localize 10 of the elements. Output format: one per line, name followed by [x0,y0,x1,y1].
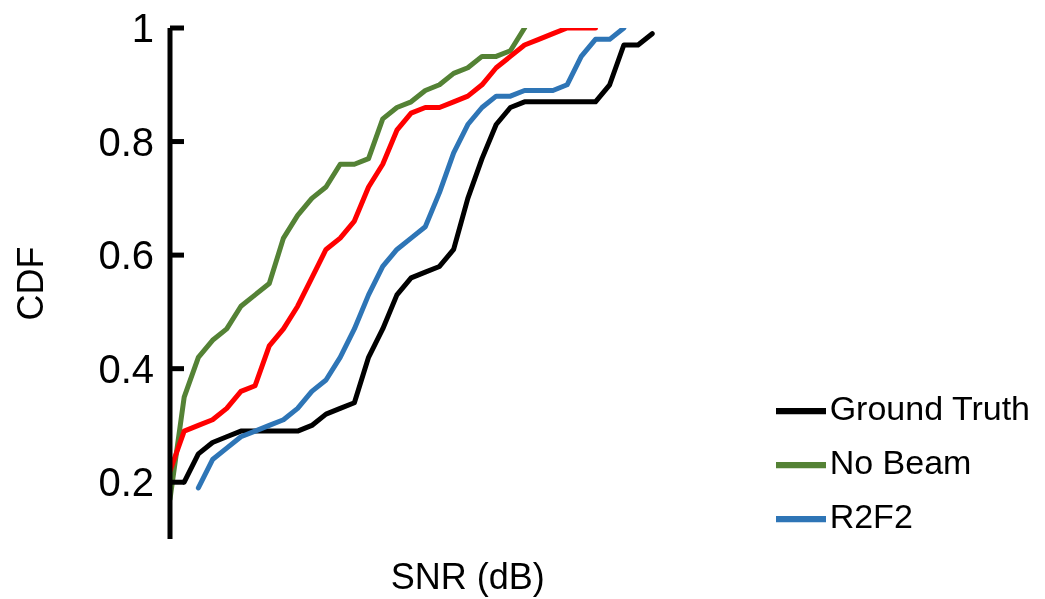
y-tick-label: 0.2 [98,460,154,505]
legend-label: Ground Truth [829,388,1030,427]
y-tick-label: 0.8 [98,119,154,164]
x-axis-title: SNR (dB) [390,556,545,597]
legend-label: No Beam [829,442,972,481]
y-tick-label: 0.4 [98,346,154,391]
legend-label: R2F2 [829,496,913,535]
y-tick-label: 1 [131,6,154,51]
y-tick-label: 0.6 [98,233,154,278]
y-axis-title: CDF [9,246,51,321]
